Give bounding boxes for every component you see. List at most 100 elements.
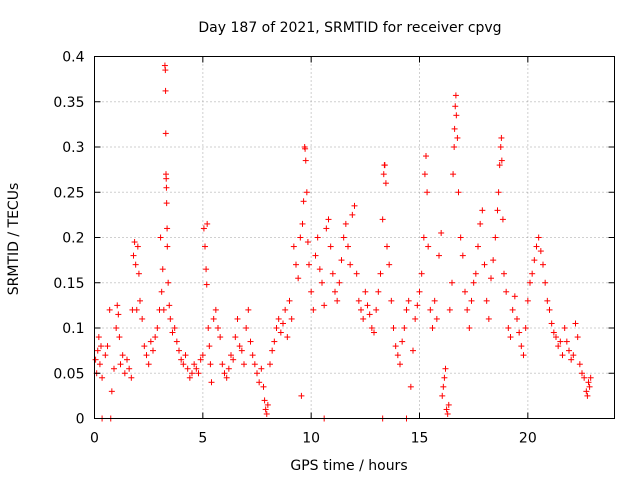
data-point (550, 329, 557, 336)
data-point (116, 334, 123, 341)
data-point (579, 370, 585, 377)
data-point (516, 329, 523, 336)
data-point (160, 306, 167, 313)
data-point (451, 125, 458, 132)
data-point (159, 266, 166, 273)
data-point (382, 180, 389, 187)
data-point (535, 234, 542, 241)
data-point (520, 352, 527, 359)
data-point (114, 302, 121, 309)
data-point (203, 281, 210, 288)
data-point (546, 306, 553, 313)
data-point (99, 374, 106, 381)
data-point (300, 198, 307, 205)
data-point (164, 243, 171, 250)
data-point (410, 347, 416, 354)
data-point (298, 392, 305, 399)
data-point (522, 325, 529, 331)
data-point (334, 297, 341, 304)
data-point (559, 352, 566, 359)
data-point (193, 365, 200, 372)
data-point (104, 343, 111, 350)
data-point (245, 306, 252, 313)
data-point (399, 338, 406, 345)
data-point (258, 365, 265, 372)
x-tick-label: 5 (198, 431, 207, 447)
data-point (251, 361, 258, 368)
data-point (505, 325, 512, 331)
y-tick-label: 0.15 (53, 276, 84, 292)
data-point (321, 302, 328, 309)
data-point (464, 306, 471, 313)
data-point (586, 383, 593, 390)
data-point (119, 352, 126, 359)
data-point (267, 361, 273, 368)
data-point (566, 347, 572, 354)
y-tick-label: 0.05 (53, 366, 84, 382)
data-point (362, 288, 369, 295)
data-point (392, 343, 399, 350)
data-point (537, 248, 544, 255)
data-point (431, 297, 438, 304)
data-point (275, 315, 282, 322)
data-point (355, 297, 362, 304)
data-point (171, 325, 178, 331)
data-point (176, 347, 182, 354)
data-point (497, 144, 504, 150)
data-point (490, 257, 497, 264)
data-point (424, 189, 431, 196)
data-point (163, 175, 170, 182)
x-tick-label: 10 (302, 431, 320, 447)
data-point (329, 270, 336, 277)
data-point (427, 306, 434, 313)
data-point (202, 243, 208, 250)
data-point (451, 144, 458, 150)
data-point (585, 379, 592, 386)
data-point (162, 87, 169, 94)
data-point (501, 270, 507, 277)
data-point (377, 270, 384, 277)
data-point (472, 270, 479, 277)
data-point (416, 288, 423, 295)
data-point (273, 325, 280, 331)
data-point (102, 352, 109, 359)
data-point (518, 343, 525, 350)
data-point (92, 356, 99, 363)
data-point (470, 279, 477, 286)
data-point (397, 361, 403, 368)
data-point (94, 347, 101, 354)
data-point (444, 410, 451, 417)
data-point (544, 297, 551, 304)
data-point (256, 379, 263, 386)
data-point (247, 338, 254, 345)
data-point (401, 325, 408, 331)
data-point (134, 243, 141, 250)
data-point (439, 392, 446, 399)
data-point (459, 252, 466, 259)
data-point (310, 306, 317, 313)
data-point (548, 320, 555, 327)
data-point (210, 315, 217, 322)
y-tick-label: 0.4 (62, 50, 84, 66)
data-point (98, 343, 104, 350)
data-point (475, 243, 481, 250)
data-point (507, 334, 514, 341)
data-point (338, 257, 345, 264)
data-point (583, 388, 590, 395)
data-point (186, 374, 193, 381)
data-point (405, 297, 412, 304)
data-point (457, 234, 464, 241)
data-point (483, 297, 490, 304)
data-point (284, 334, 291, 341)
data-point (217, 334, 224, 341)
data-point (314, 234, 321, 241)
data-point (561, 325, 568, 331)
data-point (173, 338, 180, 345)
data-point (302, 145, 309, 152)
data-point (568, 356, 575, 363)
data-point (445, 401, 452, 408)
data-point (207, 361, 214, 368)
y-tick-label: 0.35 (53, 95, 84, 111)
data-point (485, 315, 492, 322)
data-point (254, 370, 260, 377)
